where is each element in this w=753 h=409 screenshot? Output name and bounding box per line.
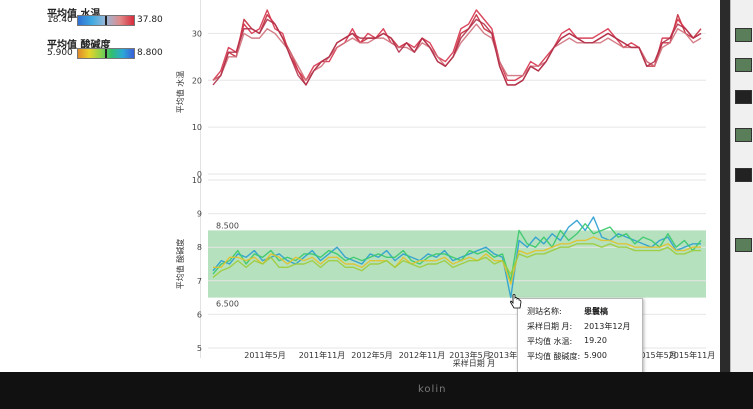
legend-marker-water-temp [105, 16, 107, 25]
series-line-3 [212, 23, 702, 81]
data-tooltip: 测站名称: 患鬟槁 采样日期 月: 2013年12月 平均值 水温: 19.20… [517, 298, 643, 374]
series-line-4 [212, 243, 701, 278]
series-line-2 [212, 222, 702, 282]
x-tick-label: 2013年11月 [489, 350, 536, 360]
x-tick-label: 2013年5月 [449, 350, 490, 360]
tooltip-value-station: 患鬟槁 [584, 307, 608, 316]
tooltip-label-station: 测站名称: [527, 307, 562, 316]
legend-panel: 平均值 水温 18.40 37.80 平均值 酸碱度 5.900 8.800 [0, 0, 170, 110]
monitor-brand: kolin [418, 384, 447, 395]
y-axis-label: 平均值 水温 [175, 71, 185, 114]
legend-title-water-temp: 平均值 水温 [47, 9, 101, 20]
series-line-4 [212, 18, 702, 86]
side-button-3[interactable] [735, 90, 752, 104]
y-tick-label: 5 [197, 344, 202, 353]
x-tick-label: 2012年11月 [399, 350, 446, 360]
y-tick-label: 9 [197, 210, 202, 219]
ph-chart: 8.500 6.500 10 9 8 7 6 5 平均值 酸碱度 2011年5月 2011年11月 2… [175, 176, 715, 368]
reference-band [208, 230, 706, 298]
y-tick-label: 8 [197, 243, 202, 252]
side-button-6[interactable] [735, 238, 752, 252]
series-line-2 [212, 9, 702, 81]
legend-title-ph: 平均值 酸碱度 [47, 40, 111, 51]
legend-min-water-temp: 18.40 [47, 15, 73, 25]
legend-min-ph: 5.900 [47, 48, 73, 58]
x-tick-label: 2015年11月 [669, 350, 716, 360]
band-upper-label: 8.500 [216, 221, 239, 230]
tooltip-value-water-temp: 19.20 [584, 336, 607, 345]
band-lower-label: 6.500 [216, 300, 239, 309]
x-tick-label: 2012年5月 [351, 350, 392, 360]
monitor-bezel: kolin [0, 372, 753, 409]
side-button-2[interactable] [735, 58, 752, 72]
hand-pointer-icon [509, 293, 523, 315]
side-button-1[interactable] [735, 28, 752, 42]
side-button-5[interactable] [735, 168, 752, 182]
water-temp-chart: 30 20 10 0 平均值 水温 [175, 9, 706, 179]
x-tick-label: 2015年5月 [635, 350, 676, 360]
y-tick-label: 6 [197, 310, 202, 319]
y-tick-label: 30 [192, 29, 202, 38]
tooltip-value-ph: 5.900 [584, 351, 607, 360]
legend-max-ph: 8.800 [137, 48, 163, 58]
x-tick-label: 2011年11月 [299, 350, 346, 360]
y-tick-label: 7 [197, 277, 202, 286]
tooltip-label-ph: 平均值 酸碱度: [527, 352, 581, 361]
tooltip-value-date: 2013年12月 [584, 322, 631, 331]
tooltip-label-water-temp: 平均值 水温: [527, 337, 573, 346]
legend-max-water-temp: 37.80 [137, 15, 163, 25]
side-button-4[interactable] [735, 128, 752, 142]
chart-area [200, 0, 716, 358]
y-tick-label: 0 [197, 170, 202, 179]
side-toolbar[interactable] [730, 0, 753, 372]
y-axis-label: 平均值 酸碱度 [175, 239, 185, 290]
legend-marker-ph [105, 49, 107, 58]
tooltip-label-date: 采样日期 月: [527, 322, 573, 331]
x-tick-label: 2011年5月 [244, 350, 285, 360]
y-tick-label: 10 [192, 176, 202, 185]
y-tick-label: 10 [192, 123, 202, 132]
series-line-3 [213, 236, 701, 285]
x-axis-label: 采样日期 月 [453, 358, 496, 368]
y-tick-label: 20 [192, 76, 202, 85]
